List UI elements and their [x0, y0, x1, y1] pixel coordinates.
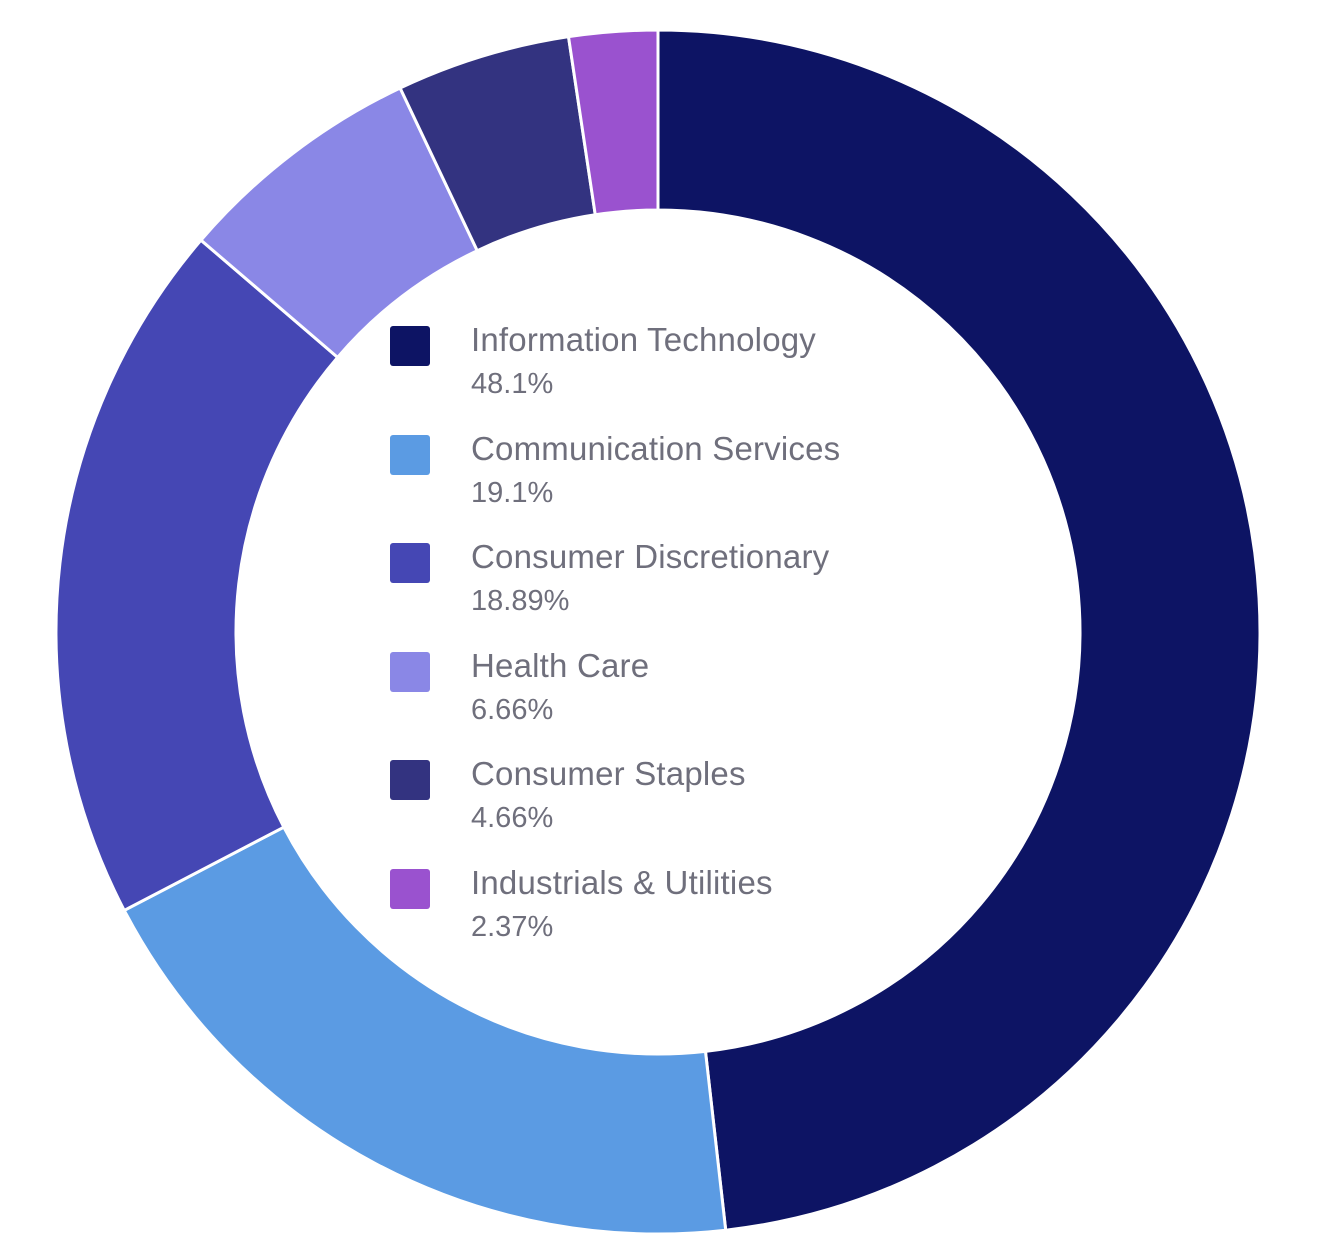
donut-slice-consumer-discretionary [54, 238, 340, 913]
legend-label: Industrials & Utilities [471, 863, 773, 901]
donut-slice-industrials-utilities [566, 28, 660, 217]
legend-item-industrials-utilities: Industrials & Utilities 2.37% [390, 859, 950, 968]
legend-item-health-care: Health Care 6.66% [390, 642, 950, 751]
legend-value: 19.1% [471, 476, 554, 509]
legend-value: 2.37% [471, 910, 554, 943]
legend-swatch [390, 543, 430, 583]
legend-item-consumer-discretionary: Consumer Discretionary 18.89% [390, 533, 950, 642]
legend-label: Communication Services [471, 429, 841, 467]
donut-slice-communication-services [122, 825, 728, 1236]
legend-value: 6.66% [471, 693, 554, 726]
legend-item-information-technology: Information Technology 48.1% [390, 316, 950, 425]
legend-swatch [390, 326, 430, 366]
legend-value: 18.89% [471, 585, 570, 617]
chart-legend: Information Technology 48.1% Communicati… [390, 316, 950, 967]
legend-swatch [390, 651, 430, 692]
legend-value: 48.1% [471, 368, 554, 400]
legend-label: Information Technology [471, 321, 817, 358]
legend-swatch [390, 760, 430, 800]
legend-swatch [390, 868, 430, 909]
legend-label: Consumer Staples [471, 755, 746, 792]
legend-item-communication-services: Communication Services 19.1% [390, 425, 950, 534]
donut-slice-information-technology [656, 28, 1262, 1232]
legend-swatch [390, 434, 430, 475]
legend-item-consumer-staples: Consumer Staples 4.66% [390, 750, 950, 859]
legend-label: Consumer Discretionary [471, 538, 830, 575]
legend-value: 4.66% [471, 802, 554, 834]
legend-label: Health Care [471, 646, 650, 684]
